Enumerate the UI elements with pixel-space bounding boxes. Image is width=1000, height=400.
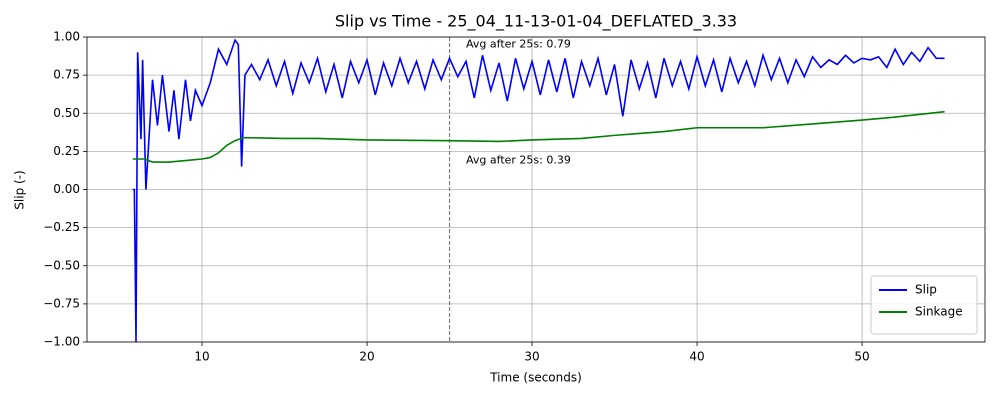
annotation: Avg after 25s: 0.79	[466, 38, 571, 51]
x-axis-label: Time (seconds)	[489, 371, 582, 385]
y-tick-label: 0.75	[53, 68, 80, 82]
y-tick-label: −1.00	[43, 335, 80, 349]
x-tick-label: 40	[689, 350, 704, 364]
plot-frame	[86, 36, 986, 343]
legend-label: Sinkage	[915, 305, 963, 319]
x-tick-label: 20	[359, 350, 374, 364]
y-tick-label: 0.25	[53, 144, 80, 158]
legend-label: Slip	[915, 283, 937, 297]
x-tick-label: 10	[194, 350, 209, 364]
y-tick-label: 0.50	[53, 106, 80, 120]
x-tick-label: 50	[854, 350, 869, 364]
y-tick-label: −0.75	[43, 296, 80, 310]
y-tick-label: 0.00	[53, 182, 80, 196]
y-tick-label: 1.00	[53, 30, 80, 44]
series-line	[132, 38, 945, 342]
x-tick-label: 30	[524, 350, 539, 364]
annotation: Avg after 25s: 0.39	[466, 154, 571, 167]
series-line	[132, 110, 945, 163]
chart-title: Slip vs Time - 25_04_11-13-01-04_DEFLATE…	[335, 12, 737, 32]
y-tick-label: −0.50	[43, 258, 80, 272]
y-tick-label: −0.25	[43, 220, 80, 234]
y-axis-label: Slip (-)	[13, 170, 27, 209]
